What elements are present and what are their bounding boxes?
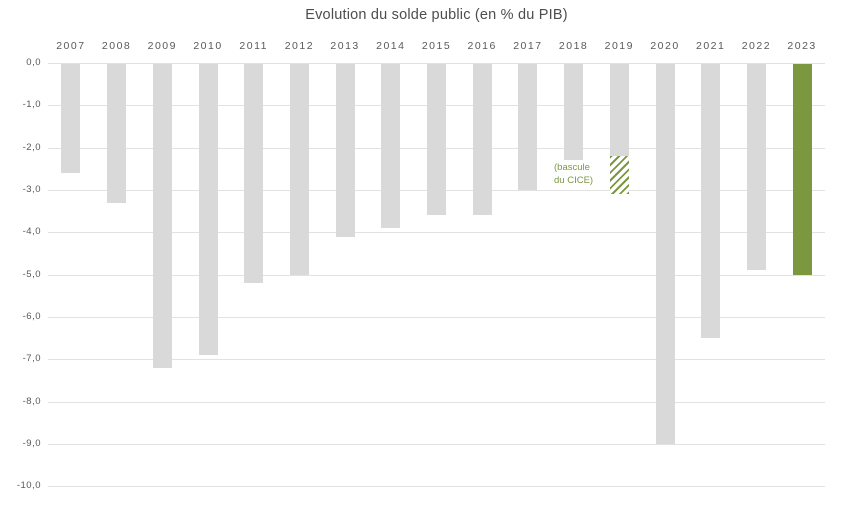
y-axis-label: -7,0: [22, 353, 41, 365]
bar-2008: [107, 64, 127, 203]
x-axis-label-2014: 2014: [376, 40, 406, 52]
chart-title: Evolution du solde public (en % du PIB): [305, 7, 568, 23]
x-axis-label-2019: 2019: [604, 40, 634, 52]
bar-2023: [792, 64, 812, 275]
x-axis-label-2016: 2016: [467, 40, 497, 52]
bar-2019-hatched-segment: [609, 156, 629, 195]
bar-2011: [244, 64, 264, 284]
y-axis-label: -1,0: [22, 99, 41, 111]
bar-2022: [746, 64, 766, 271]
bar-2012: [289, 64, 309, 275]
y-axis-label: 0,0: [26, 57, 41, 68]
bar-2020: [655, 64, 675, 444]
bar-2015: [427, 64, 446, 216]
x-axis-label-2012: 2012: [284, 40, 315, 52]
y-axis-label: -4,0: [22, 226, 41, 238]
bar-2019: [609, 64, 629, 157]
cice-annotation-line-1: (bascule: [554, 162, 590, 173]
bar-2010: [198, 64, 218, 356]
x-axis-label-2010: 2010: [193, 40, 223, 52]
cice-annotation-line-2: du CICE): [554, 175, 594, 186]
y-axis-label: -9,0: [22, 438, 41, 449]
gridline--10,0: [48, 486, 825, 488]
bar-2018: [564, 64, 584, 161]
y-axis-label: -6,0: [22, 311, 41, 322]
x-axis-label-2013: 2013: [330, 40, 360, 52]
bar-2009: [152, 64, 172, 368]
x-axis-label-2017: 2017: [513, 40, 543, 52]
y-axis-label: -3,0: [22, 184, 41, 195]
y-axis-label: -2,0: [22, 141, 41, 153]
x-axis-label-2018: 2018: [558, 40, 589, 52]
x-axis-label-2009: 2009: [147, 40, 177, 52]
bar-2016: [472, 64, 492, 216]
gridline--4,0: [48, 232, 825, 234]
bar-2007: [61, 64, 81, 174]
x-axis-label-2021: 2021: [696, 40, 726, 52]
x-axis-label-2020: 2020: [650, 40, 680, 52]
bar-2017: [518, 64, 538, 190]
y-axis-label: -8,0: [22, 395, 41, 407]
bar-2021: [701, 64, 721, 339]
y-axis-label: -5,0: [22, 268, 41, 280]
gridline--8,0: [48, 401, 825, 403]
gridline-0,0: [48, 63, 825, 64]
gridline--9,0: [48, 444, 825, 445]
bar-2014: [381, 64, 401, 229]
gridline--7,0: [48, 359, 825, 361]
x-axis-label-2008: 2008: [101, 40, 132, 52]
x-axis-label-2023: 2023: [787, 40, 817, 52]
bar-2013: [335, 64, 355, 237]
x-axis-label-2015: 2015: [421, 40, 452, 52]
gridline--5,0: [48, 274, 825, 276]
gridline--6,0: [48, 317, 825, 318]
x-axis-label-2022: 2022: [741, 40, 772, 52]
y-axis-label: -10,0: [16, 480, 41, 492]
cice-annotation: (bascule du CICE): [554, 161, 593, 187]
x-axis-label-2007: 2007: [56, 40, 86, 52]
x-axis-label-2011: 2011: [239, 40, 268, 52]
